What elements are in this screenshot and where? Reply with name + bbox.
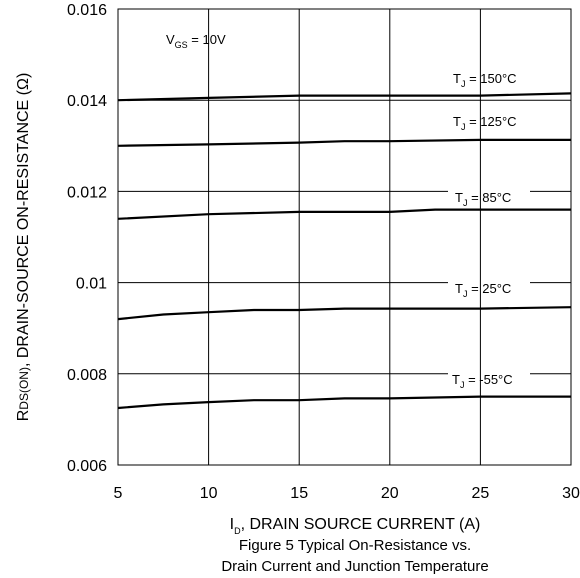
y-tick-label: 0.012 [67, 184, 107, 201]
figure-caption-line-2: Drain Current and Junction Temperature [221, 558, 488, 575]
annotations: TJ = 150°C TJ = 125°C TJ = 85°C TJ = 25°C TJ… [166, 32, 517, 390]
x-axis-label: ID, DRAIN SOURCE CURRENT (A) [230, 516, 481, 536]
series-label-1: TJ = 150°C [453, 71, 517, 89]
series-line-4 [117, 306, 572, 321]
x-tick-label: 30 [562, 485, 580, 502]
y-axis-label: RDS(ON), DRAIN-SOURCE ON-RESISTANCE (Ω) [15, 73, 32, 422]
series-label-5: TJ = -55°C [452, 372, 513, 390]
grid [118, 9, 571, 465]
series-line-1 [117, 92, 572, 102]
x-tick-labels: 5 10 15 20 25 30 [114, 485, 580, 502]
y-tick-label: 0.014 [67, 93, 107, 110]
plot-frame [117, 8, 572, 466]
series-line-3 [117, 208, 571, 220]
vgs-condition-label: VGS = 10V [166, 32, 226, 50]
series-line-5 [117, 395, 571, 410]
x-tick-label: 20 [381, 485, 399, 502]
data-curves [117, 92, 572, 410]
series-label-4: TJ = 25°C [455, 281, 511, 299]
series-label-3: TJ = 85°C [455, 190, 511, 208]
y-tick-label: 0.006 [67, 458, 107, 475]
figure-caption-line-1: Figure 5 Typical On-Resistance vs. [239, 537, 471, 554]
y-tick-label: 0.016 [67, 2, 107, 19]
series-label-2: TJ = 125°C [453, 114, 517, 132]
x-tick-label: 10 [200, 485, 218, 502]
series-line-2 [117, 138, 571, 147]
x-tick-label: 25 [472, 485, 490, 502]
y-tick-label: 0.008 [67, 367, 107, 384]
x-tick-label: 15 [290, 485, 308, 502]
y-tick-labels: 0.006 0.008 0.01 0.012 0.014 0.016 [67, 2, 107, 475]
y-tick-label: 0.01 [76, 276, 107, 293]
x-tick-label: 5 [114, 485, 123, 502]
